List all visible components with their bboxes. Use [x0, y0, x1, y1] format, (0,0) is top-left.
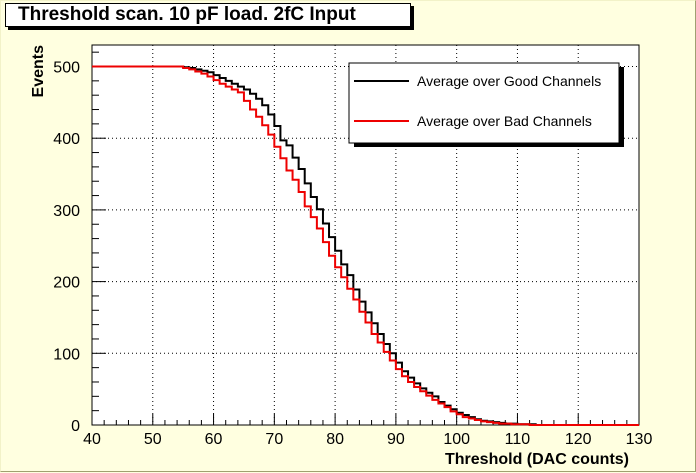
- x-axis-title: Threshold (DAC counts): [445, 451, 629, 468]
- x-tick-label: 70: [265, 431, 283, 448]
- series-line-bad: [92, 65, 639, 426]
- legend: Average over Good Channels Average over …: [348, 62, 624, 147]
- legend-label-bad: Average over Bad Channels: [417, 113, 592, 129]
- chart-title: Threshold scan. 10 pF load. 2fC Input: [5, 3, 411, 27]
- x-tick-label: 130: [626, 431, 653, 448]
- x-tick-label: 100: [443, 431, 470, 448]
- series-layer: [92, 65, 639, 426]
- x-tick-label: 120: [565, 431, 592, 448]
- x-tick-label: 40: [83, 431, 101, 448]
- x-tick-label: 60: [205, 431, 223, 448]
- legend-label-good: Average over Good Channels: [417, 73, 601, 89]
- y-tick-label: 100: [53, 346, 80, 363]
- x-tick-label: 110: [505, 431, 531, 448]
- x-tick-label: 90: [387, 431, 405, 448]
- y-tick-label: 400: [53, 131, 80, 148]
- axis-ticks: [91, 51, 640, 426]
- y-tick-label: 200: [53, 275, 80, 292]
- x-tick-label: 50: [144, 431, 162, 448]
- y-tick-label: 500: [53, 60, 80, 77]
- y-axis-title: Events: [30, 45, 47, 98]
- x-tick-label: 80: [326, 431, 344, 448]
- axis-labels: 40 50 60 70 80 90 100 110 120 130 0 100 200 300 400 500: [53, 60, 652, 448]
- y-tick-label: 0: [71, 418, 80, 435]
- y-tick-label: 300: [53, 203, 80, 220]
